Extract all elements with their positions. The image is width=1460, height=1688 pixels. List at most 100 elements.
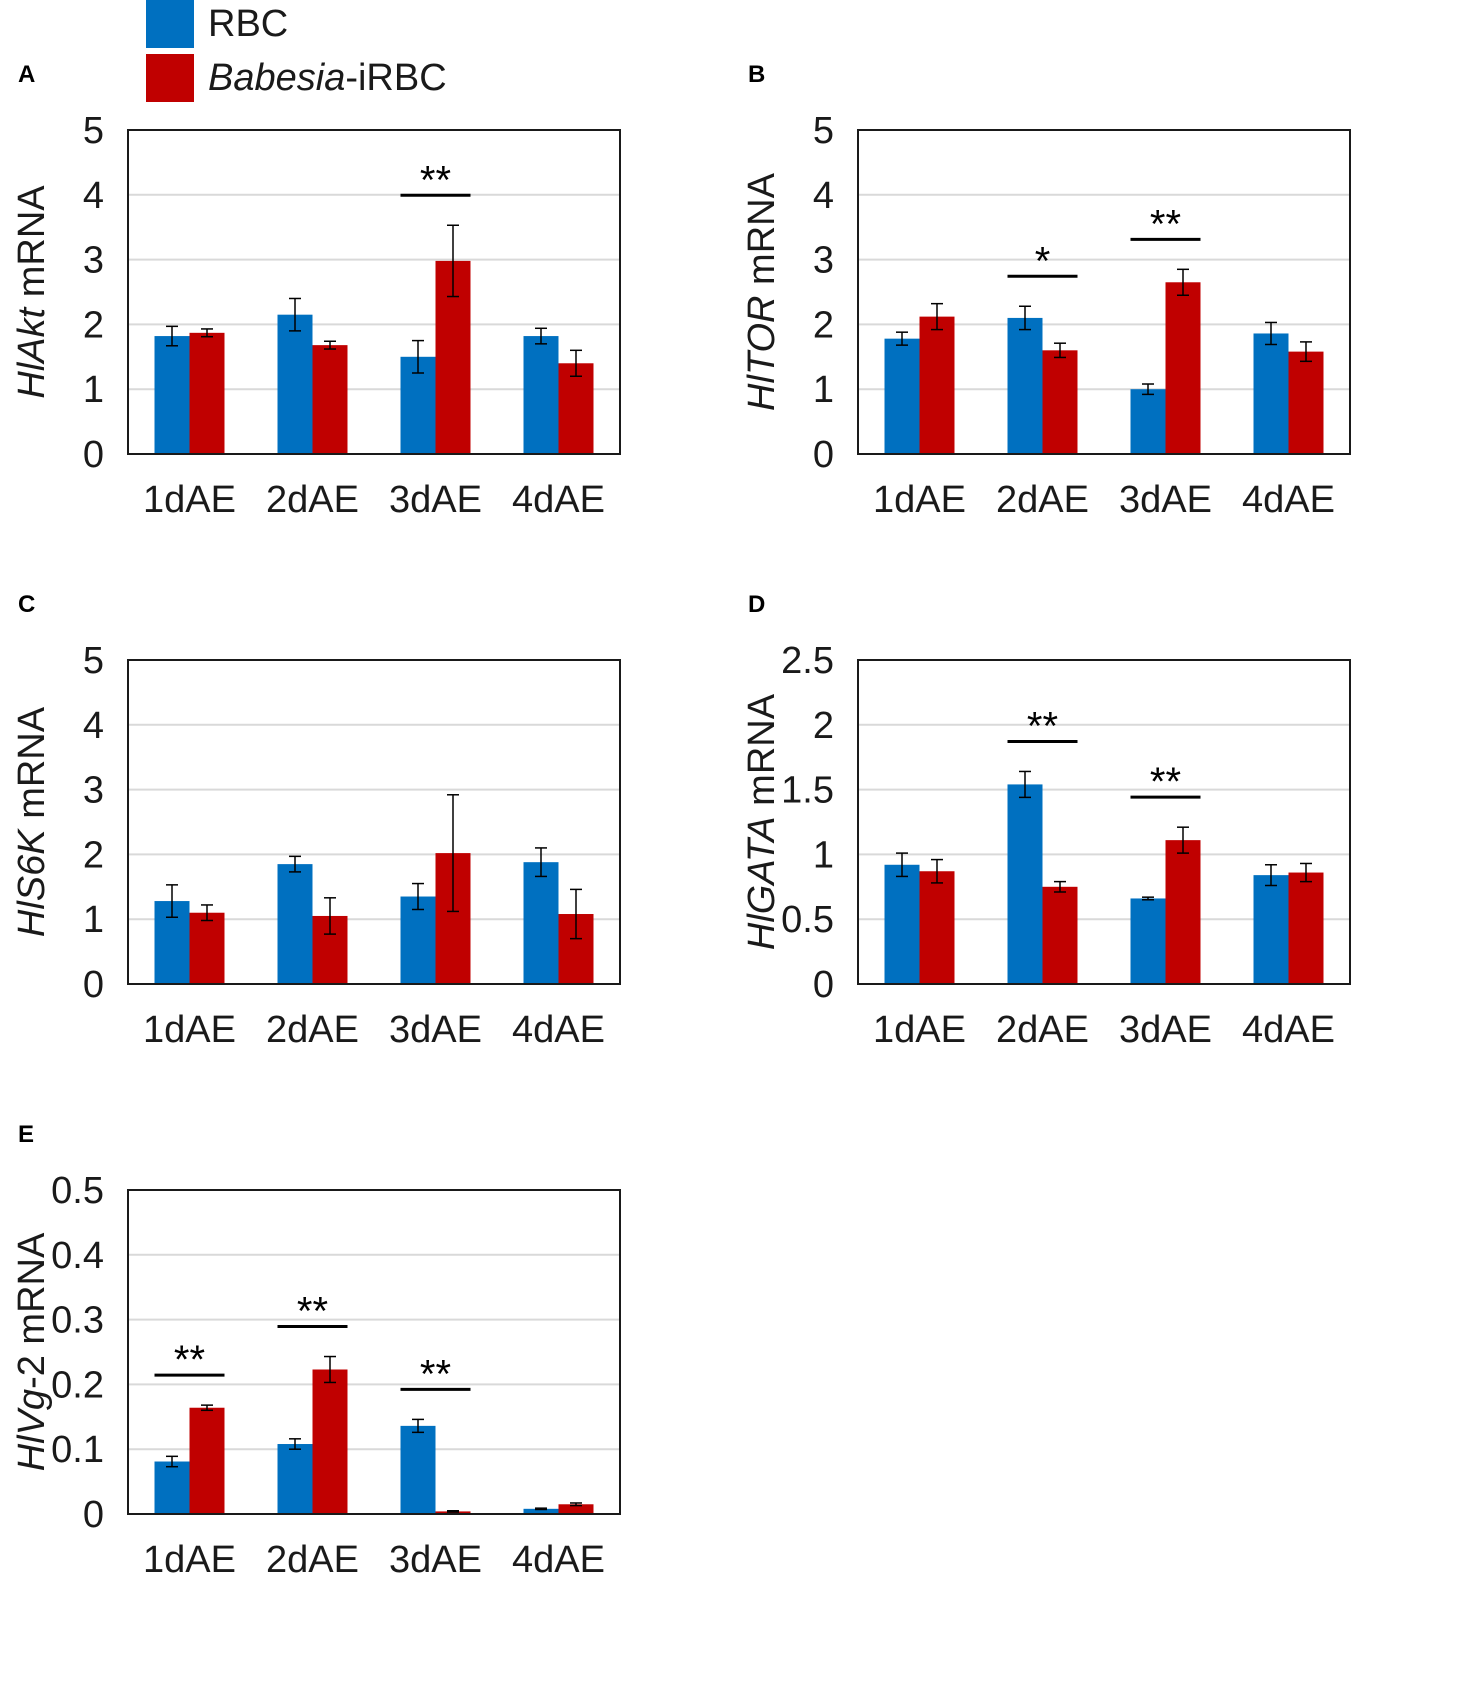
x-tick-label: 3dAE (389, 1539, 482, 1581)
panel-letter: B (748, 61, 765, 88)
error-bar (166, 884, 178, 919)
chart-panel-d: D 0 0.5 1 1.5 2 2.5 1dAE 2dAE 3dAE 4dAE HlGATA mRNA… (741, 591, 1351, 1051)
bar-rbc-4dae (523, 862, 559, 984)
significance-marker: ** (400, 1352, 471, 1396)
bar-babesia-irbc-3dae (1165, 840, 1201, 984)
error-bar (1019, 305, 1031, 331)
y-tick-label: 3 (83, 240, 104, 282)
bar-rbc-2dae (277, 314, 313, 454)
error-bar (535, 847, 547, 878)
error-bar (1300, 862, 1312, 883)
error-bar (1019, 770, 1031, 799)
significance-label: ** (297, 1290, 328, 1334)
y-tick-label: 2.5 (781, 640, 834, 682)
error-bar (1177, 268, 1189, 296)
y-tick-label: 1 (83, 369, 104, 411)
significance-label: ** (1150, 760, 1181, 804)
error-bar (289, 1438, 301, 1450)
y-tick-label: 0 (813, 964, 834, 1006)
bar-rbc-4dae (523, 1508, 559, 1514)
error-bar (201, 328, 213, 338)
bar-rbc-2dae (1007, 317, 1043, 454)
x-tick-label: 1dAE (143, 479, 236, 521)
significance-label: ** (420, 1352, 451, 1396)
chart-panel-e: E 0 0.1 0.2 0.3 0.4 0.5 1dAE 2dAE 3dAE 4dAE HlVg-2 … (11, 1121, 621, 1581)
significance-label: ** (1150, 202, 1181, 246)
legend-swatch-babesia-irbc (146, 54, 194, 102)
bar-babesia-irbc-2dae (312, 345, 348, 454)
x-tick-label: 1dAE (143, 1539, 236, 1581)
error-bar (1054, 342, 1066, 359)
x-tick-label: 4dAE (512, 1539, 605, 1581)
error-bar (1265, 321, 1277, 346)
error-bar (535, 327, 547, 345)
y-tick-label: 0 (813, 434, 834, 476)
legend-label-rbc: RBC (208, 3, 289, 45)
x-tick-label: 2dAE (266, 479, 359, 521)
bar-babesia-irbc-3dae (1165, 282, 1201, 454)
error-bar (570, 888, 582, 940)
error-bar (201, 904, 213, 922)
y-axis-label: HlGATA mRNA (741, 693, 783, 950)
bar-rbc-3dae (400, 1425, 436, 1514)
y-axis-label: HlAkt mRNA (11, 185, 53, 399)
bar-rbc-2dae (277, 1444, 313, 1514)
significance-marker: ** (1130, 202, 1201, 246)
error-bar (412, 1418, 424, 1434)
significance-label: ** (1027, 704, 1058, 748)
bar-rbc-3dae (400, 896, 436, 984)
x-tick-label: 1dAE (873, 1009, 966, 1051)
y-axis-label: HlVg-2 mRNA (11, 1232, 53, 1471)
x-tick-label: 2dAE (996, 479, 1089, 521)
error-bar (324, 340, 336, 350)
x-tick-label: 4dAE (512, 479, 605, 521)
error-bar (1142, 896, 1154, 901)
bar-rbc-4dae (523, 336, 559, 454)
error-bar (447, 224, 459, 298)
error-bar (570, 1502, 582, 1507)
error-bar (201, 1404, 213, 1412)
bar-babesia-irbc-4dae (558, 1504, 594, 1514)
error-bar (324, 897, 336, 935)
bar-rbc-1dae (154, 336, 190, 454)
significance-marker: ** (400, 158, 471, 202)
error-bar (1177, 826, 1189, 854)
x-tick-label: 2dAE (266, 1539, 359, 1581)
panel-letter: D (748, 591, 765, 618)
bar-babesia-irbc-1dae (919, 871, 955, 984)
plot-frame (857, 129, 1351, 455)
y-axis-label: HlTOR mRNA (741, 172, 783, 411)
bar-babesia-irbc-1dae (919, 316, 955, 454)
bar-babesia-irbc-2dae (1042, 350, 1078, 454)
x-tick-label: 2dAE (266, 1009, 359, 1051)
error-bar (289, 297, 301, 332)
x-tick-label: 1dAE (873, 479, 966, 521)
significance-label: ** (174, 1338, 205, 1382)
bar-babesia-irbc-4dae (558, 363, 594, 454)
bar-babesia-irbc-2dae (1042, 886, 1078, 984)
y-tick-label: 1 (813, 369, 834, 411)
error-bar (166, 1455, 178, 1468)
y-tick-label: 0 (83, 434, 104, 476)
y-tick-label: 0.5 (781, 899, 834, 941)
y-tick-label: 4 (813, 175, 834, 217)
x-tick-label: 3dAE (1119, 479, 1212, 521)
error-bar (166, 325, 178, 347)
error-bar (1142, 383, 1154, 396)
y-tick-label: 0 (83, 1494, 104, 1536)
panel-letter: C (18, 591, 35, 618)
significance-marker: * (1007, 239, 1078, 283)
bar-rbc-2dae (277, 864, 313, 984)
y-tick-label: 2 (83, 304, 104, 346)
error-bar (570, 349, 582, 377)
bar-babesia-irbc-1dae (189, 332, 225, 454)
y-tick-label: 1 (813, 834, 834, 876)
significance-marker: ** (1130, 760, 1201, 804)
y-tick-label: 0 (83, 964, 104, 1006)
plot-frame (127, 1189, 621, 1515)
panel-letter: A (18, 61, 35, 88)
bar-rbc-3dae (1130, 898, 1166, 984)
significance-marker: ** (154, 1338, 225, 1382)
bar-rbc-4dae (1253, 875, 1289, 984)
